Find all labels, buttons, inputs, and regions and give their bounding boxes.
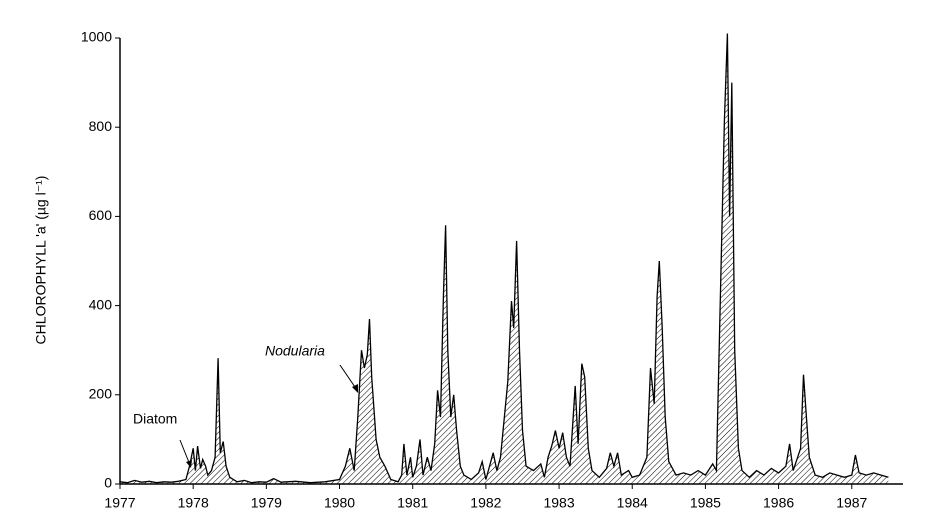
x-tick-label: 1985 [690, 495, 721, 511]
arrow-head [352, 384, 358, 393]
x-tick-label: 1983 [543, 495, 574, 511]
x-tick-label: 1980 [324, 495, 355, 511]
x-tick-label: 1984 [617, 495, 648, 511]
x-tick-label: 1987 [836, 495, 867, 511]
line [119, 33, 889, 484]
annotation: Nodularia [265, 343, 325, 359]
x-tick-label: 1981 [397, 495, 428, 511]
y-tick-label: 800 [89, 118, 113, 134]
annotation-arrow [179, 439, 191, 466]
x-tick-label: 1986 [763, 495, 794, 511]
x-tick-label: 1979 [251, 495, 282, 511]
x-tick-label: 1982 [470, 495, 501, 511]
y-tick-label: 1000 [81, 29, 112, 45]
annotation: Diatom [133, 411, 177, 427]
y-tick-label: 400 [89, 296, 113, 312]
y-tick-label: 600 [89, 207, 113, 223]
x-tick-label: 1977 [104, 495, 135, 511]
y-tick-label: 0 [104, 475, 112, 491]
y-tick-label: 200 [89, 386, 113, 402]
annotation-arrow [339, 364, 358, 391]
x-tick-label: 1978 [178, 495, 209, 511]
y-axis-label: CHLOROPHYLL 'a' (µg l⁻¹) [33, 176, 49, 345]
